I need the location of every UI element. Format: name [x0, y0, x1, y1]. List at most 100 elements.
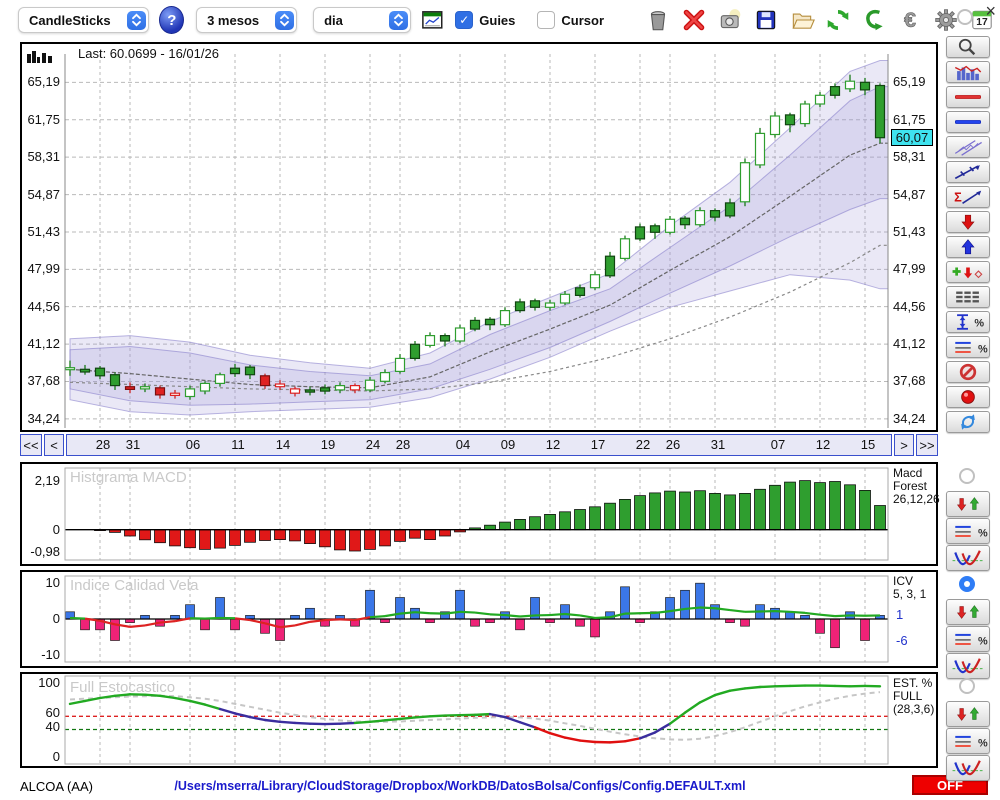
lines-percent-icon: %: [947, 731, 989, 751]
axis-tick-label: 37,68: [893, 373, 926, 388]
snapshot-button[interactable]: [715, 6, 745, 34]
date-label: 31: [126, 437, 140, 452]
stochastic-title: Full Estocastico: [70, 679, 175, 696]
period-value: 3 mesos: [207, 13, 259, 28]
help-label: ?: [167, 12, 176, 29]
axis-tick-label: 34,24: [893, 411, 926, 426]
delete-button[interactable]: [679, 6, 709, 34]
axis-tick-label: 2,19: [22, 473, 60, 488]
check-icon: ✓: [459, 13, 469, 27]
range-percent-button[interactable]: %: [946, 311, 990, 333]
save-icon: [753, 7, 779, 33]
record-icon: [947, 387, 989, 407]
gear-button[interactable]: [931, 6, 961, 34]
stoch-arrows-updown-button[interactable]: [946, 701, 990, 727]
chevron-updown-icon: [389, 11, 408, 30]
icv-arrows-updown-button[interactable]: [946, 599, 990, 625]
nav-next-button[interactable]: >: [894, 434, 914, 456]
sum-trendline-button[interactable]: Σ: [946, 186, 990, 208]
period-select[interactable]: 3 mesos: [196, 7, 297, 33]
levels-button[interactable]: [946, 286, 990, 308]
refresh-button[interactable]: [823, 6, 853, 34]
date-label: 31: [711, 437, 725, 452]
channel-button[interactable]: [946, 136, 990, 158]
arrows-updown-icon: [947, 704, 989, 724]
gear-icon: [933, 7, 959, 33]
zoom-button[interactable]: [946, 36, 990, 58]
red-hline-icon: [947, 87, 989, 107]
date-label: 14: [276, 437, 290, 452]
guies-checkbox[interactable]: ✓: [455, 11, 473, 29]
stoch-lines-percent-button[interactable]: %: [946, 728, 990, 754]
nav-prev-button[interactable]: <: [44, 434, 64, 456]
cursor-checkbox[interactable]: [537, 11, 555, 29]
icv-positive-value: 1: [896, 607, 903, 622]
macd-panel-radio[interactable]: [959, 468, 975, 484]
indicator-icon: [947, 62, 989, 82]
date-label: 24: [366, 437, 380, 452]
icv-curves-button[interactable]: [946, 653, 990, 679]
date-label: 06: [186, 437, 200, 452]
trendline-button[interactable]: [946, 161, 990, 183]
interval-select[interactable]: dia: [313, 7, 411, 33]
red-hline-button[interactable]: [946, 86, 990, 108]
levels-icon: [947, 287, 989, 307]
date-label: 28: [96, 437, 110, 452]
euro-button[interactable]: €: [895, 6, 925, 34]
chevron-updown-icon: [275, 11, 294, 30]
forbid-button[interactable]: [946, 361, 990, 383]
main-chart-radio[interactable]: [957, 9, 973, 25]
date-strip[interactable]: 283106111419242804091217222631071215: [66, 434, 892, 456]
date-label: 17: [591, 437, 605, 452]
axis-tick-label: 61,75: [893, 112, 926, 127]
axis-tick-label: 0: [22, 749, 60, 764]
axis-tick-label: 51,43: [893, 224, 926, 239]
macd-arrows-updown-button[interactable]: [946, 491, 990, 517]
swap-button[interactable]: [946, 411, 990, 433]
axis-tick-label: 0: [22, 522, 60, 537]
open-button[interactable]: [787, 6, 817, 34]
axis-tick-label: 44,56: [22, 299, 60, 314]
lines-percent-icon: %: [947, 521, 989, 541]
save-button[interactable]: [751, 6, 781, 34]
macd-panel: Histgrama MACD 2,190-0,98 Macd Forest 26…: [20, 462, 938, 566]
price-chart[interactable]: [22, 44, 936, 430]
axis-tick-label: 58,31: [893, 149, 926, 164]
nav-first-button[interactable]: <<: [20, 434, 42, 456]
price-panel: Last: 60.0699 - 16/01/26 65,1961,7558,31…: [20, 42, 938, 432]
axis-tick-label: 60: [22, 705, 60, 720]
svg-text:%: %: [978, 527, 988, 539]
indicator-button[interactable]: [946, 61, 990, 83]
icv-panel: Indice Calidad Vela 100-10 ICV 5, 3, 1 1…: [20, 570, 938, 668]
revert-icon: [861, 7, 887, 33]
date-label: 26: [666, 437, 680, 452]
macd-curves-button[interactable]: [946, 545, 990, 571]
forbid-icon: [947, 362, 989, 382]
icv-lines-percent-button[interactable]: %: [946, 626, 990, 652]
axis-tick-label: 41,12: [893, 336, 926, 351]
stochastic-panel: Full Estocastico 10060400 EST. % FULL (2…: [20, 672, 938, 768]
nav-last-button[interactable]: >>: [916, 434, 938, 456]
record-button[interactable]: [946, 386, 990, 408]
arrow-down-button[interactable]: [946, 211, 990, 233]
macd-lines-percent-button[interactable]: %: [946, 518, 990, 544]
blue-hline-button[interactable]: [946, 111, 990, 133]
arrow-up-button[interactable]: [946, 236, 990, 258]
help-button[interactable]: ?: [159, 6, 184, 34]
lines-percent-icon: %: [947, 337, 989, 357]
toolbar-icon-group: €17: [640, 6, 1000, 34]
zoom-icon: [947, 37, 989, 57]
curves-icon: [947, 656, 989, 676]
lines-percent-button[interactable]: %: [946, 336, 990, 358]
trash-button[interactable]: [643, 6, 673, 34]
stoch-curves-button[interactable]: [946, 755, 990, 781]
cursor-label: Cursor: [561, 13, 604, 28]
close-button[interactable]: ×: [985, 2, 996, 20]
revert-button[interactable]: [859, 6, 889, 34]
chart-type-select[interactable]: CandleSticks: [18, 7, 149, 33]
markers-button[interactable]: [946, 261, 990, 283]
mini-chart-button[interactable]: [421, 8, 444, 32]
stoch-panel-radio[interactable]: [959, 678, 975, 694]
cursor-checkbox-row: Cursor: [537, 11, 604, 29]
icv-panel-radio[interactable]: [959, 576, 975, 592]
